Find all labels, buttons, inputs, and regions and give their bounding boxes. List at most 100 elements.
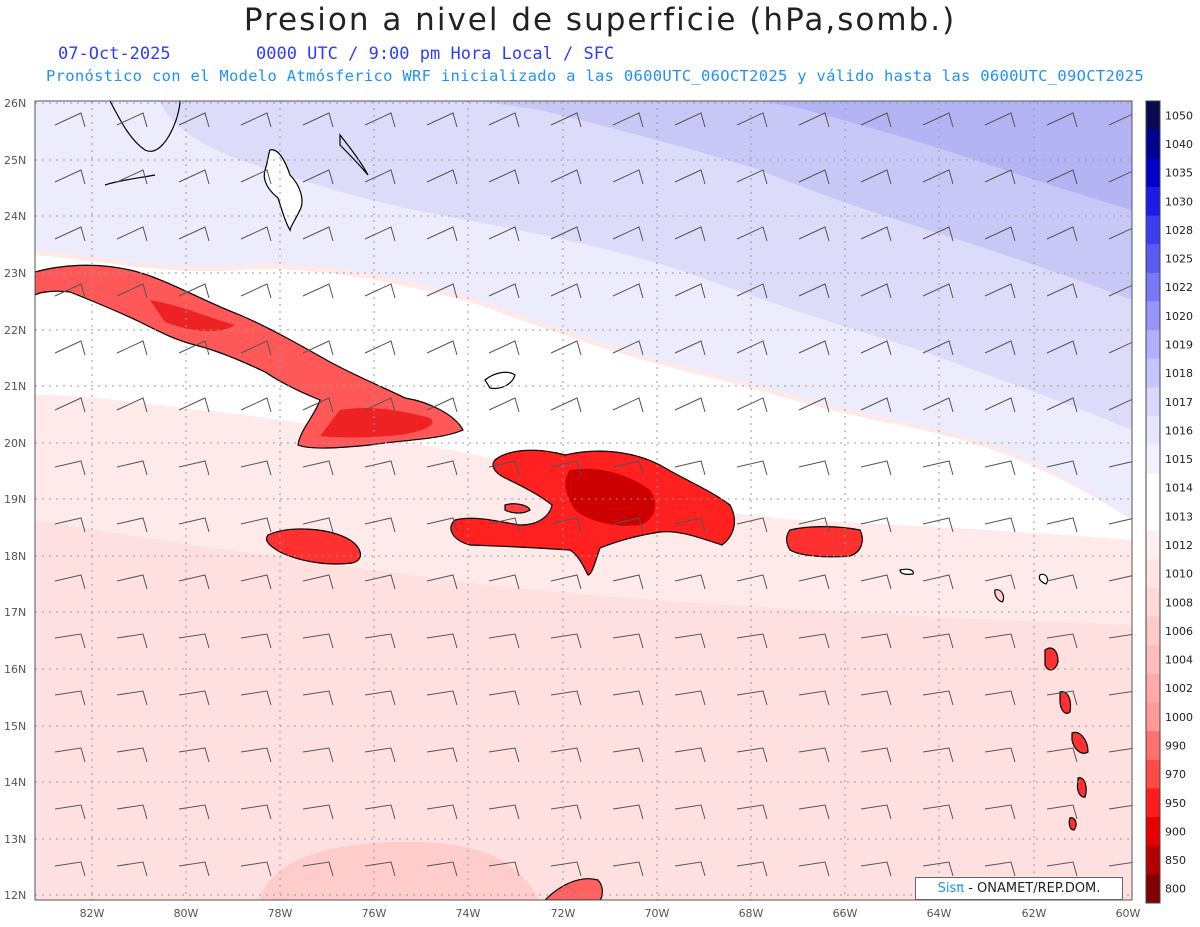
lesser-antilles-st-lucia [1076,777,1087,798]
wind-barb [426,517,458,533]
wind-barb [178,283,210,299]
wind-barb [612,340,644,356]
wind-barb [674,283,706,299]
wind-barb [984,861,1016,877]
wind-barb [178,340,210,356]
wind-barb [178,633,210,649]
wind-barb [1108,861,1132,867]
colorbar-swatch [1146,129,1160,159]
wind-barb [736,112,768,128]
jamaica-island [265,528,361,565]
lat-label: 12N [4,889,26,902]
colorbar-swatch [1146,874,1160,904]
colorbar-label: 800 [1165,883,1186,896]
wind-barb [240,460,272,476]
wind-barb [1046,112,1078,128]
wind-barb [240,112,272,128]
lon-label: 74W [456,907,481,920]
wind-barb [736,747,768,763]
wind-barb [302,517,334,533]
wind-barb [240,804,272,820]
wind-barb [550,574,582,590]
wind-barb [550,226,582,242]
colorbar-label: 1020 [1165,310,1193,323]
wind-barb [674,112,706,128]
wind-barb [364,517,396,533]
wind-barb [488,574,520,590]
wind-barb [550,169,582,185]
wind-barb [116,633,148,649]
wind-barb [54,690,86,706]
wind-barb [240,397,272,413]
wind-barb [364,340,396,356]
wind-barb [116,861,148,877]
wind-barb [612,804,644,820]
colorbar-swatch [1146,416,1160,446]
wind-barb [488,861,520,877]
wind-barb [426,340,458,356]
wind-barb [1108,633,1132,639]
wind-barb [116,574,148,590]
wind-barb [54,804,86,820]
wind-barb [54,633,86,649]
lon-label: 66W [833,907,858,920]
colorbar-frame [1145,100,1161,904]
map-title: Presion a nivel de superficie (hPa,somb.… [243,2,957,38]
wind-barb [984,690,1016,706]
wind-barb [922,690,954,706]
wind-barb [426,112,458,128]
colorbar-label: 950 [1165,797,1186,810]
colorbar-label: 1017 [1165,396,1193,409]
wind-barb [984,226,1016,242]
wind-barb [860,690,892,706]
credit-brand: Sisπ [937,881,965,896]
wind-barb [178,804,210,820]
wind-barb [550,633,582,649]
lesser-antilles-dominica [1059,691,1072,714]
colorbar-swatch [1146,845,1160,875]
lon-label: 76W [362,907,387,920]
lat-label: 25N [4,154,26,167]
wind-barb [54,283,86,299]
lat-label: 13N [4,833,26,846]
wind-barb [798,517,830,533]
wind-barb [488,460,520,476]
wind-barb [364,283,396,299]
wind-barb [736,633,768,649]
wind-barb [302,169,334,185]
colorbar-label: 1040 [1165,138,1193,151]
lat-label: 19N [4,493,26,506]
wind-barb [116,283,148,299]
wind-barb [178,690,210,706]
wind-barb [54,861,86,877]
wind-barb [116,460,148,476]
lat-label: 26N [4,97,26,110]
wind-barb [488,340,520,356]
wind-barb [1108,518,1132,525]
wind-barb [178,747,210,763]
wind-barb [488,283,520,299]
wind-barb [1108,804,1132,810]
wind-barb [54,226,86,242]
wind-barb [798,574,830,590]
wind-barb [178,460,210,476]
lon-label: 78W [268,907,293,920]
wind-barb [116,226,148,242]
colorbar-swatch [1146,244,1160,274]
wind-barb [1046,460,1078,476]
lat-label: 14N [4,776,26,789]
wind-barb [178,397,210,413]
wind-barb [1046,517,1078,533]
wind-barb [1046,574,1078,590]
wind-barb [54,397,86,413]
colorbar-swatch [1146,301,1160,331]
wind-barb [178,861,210,877]
wind-barb [984,340,1016,356]
wind-barb [674,226,706,242]
colorbar-swatch [1146,817,1160,847]
wind-barbs [54,112,1132,877]
colorbar-swatch [1146,387,1160,417]
lat-label: 22N [4,324,26,337]
wind-barb [116,804,148,820]
